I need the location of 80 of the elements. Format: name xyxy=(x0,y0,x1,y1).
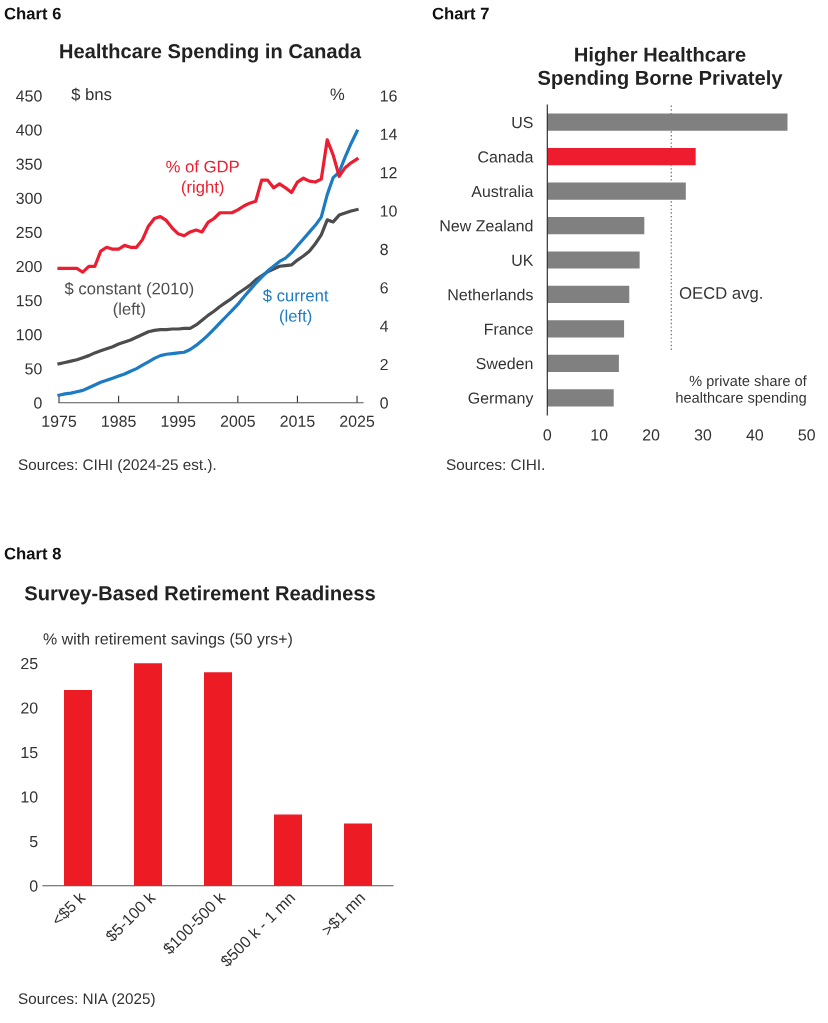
caption: Chart 7 xyxy=(432,7,489,20)
y-tick-label: New Zealand xyxy=(440,219,533,232)
bar xyxy=(344,823,372,886)
y2-tick-label: 14 xyxy=(380,128,397,140)
y2-tick-label: 8 xyxy=(380,243,388,256)
series-label: $ constant (2010) (left) xyxy=(64,281,194,319)
source-note: Sources: NIA (2025) xyxy=(18,992,155,1008)
x-tick-label: 40 xyxy=(746,429,764,441)
y-tick-label: 0 xyxy=(29,880,38,892)
y2-tick-label: 0 xyxy=(380,397,388,409)
x-tick-label: 2015 xyxy=(280,415,315,427)
line-series xyxy=(57,129,359,397)
x-tick-label: 1975 xyxy=(42,415,77,427)
line-series xyxy=(57,208,359,366)
x-tick-label: 20 xyxy=(642,429,660,441)
y-tick-label: Canada xyxy=(478,150,534,163)
y-tick-label: 200 xyxy=(16,260,42,273)
bar xyxy=(274,814,302,886)
bar xyxy=(547,389,614,407)
x-tick-label: >$1 mn xyxy=(320,891,367,937)
series-label: $ current (left) xyxy=(262,288,329,326)
y2-tick-label: 6 xyxy=(380,282,388,294)
annotation: % private share of healthcare spending xyxy=(676,375,807,406)
chart-title: Higher Healthcare Spending Borne Privately xyxy=(538,46,783,90)
y-tick-label: Netherlands xyxy=(448,288,533,301)
y2-tick-label: 12 xyxy=(380,167,397,179)
y-tick-label: 250 xyxy=(16,226,42,239)
y2-axis-title: % xyxy=(330,88,345,101)
y-tick-label: Australia xyxy=(471,185,534,198)
y-tick-label: France xyxy=(485,323,533,335)
y-tick-label: 0 xyxy=(34,397,42,409)
caption: Chart 8 xyxy=(4,547,61,560)
y-tick-label: 20 xyxy=(21,702,38,714)
y2-tick-label: 10 xyxy=(380,205,397,217)
y-tick-label: 15 xyxy=(21,747,38,759)
source-note: Sources: CIHI (2024-25 est.). xyxy=(18,458,216,474)
ref-line-label: OECD avg. xyxy=(679,287,762,303)
y-tick-label: 10 xyxy=(21,791,38,803)
y-tick-label: 300 xyxy=(16,192,42,204)
y-tick-label: 50 xyxy=(25,363,42,375)
caption: Chart 6 xyxy=(4,7,61,20)
x-tick-label: <$5 k xyxy=(50,890,87,927)
x-tick-label: 2005 xyxy=(220,415,255,427)
chart-title: Survey-Based Retirement Readiness xyxy=(24,585,375,605)
y-tick-label: Germany xyxy=(468,392,534,407)
source-note: Sources: CIHI. xyxy=(446,459,544,471)
y-tick-label: 5 xyxy=(29,836,38,848)
y-axis-title: % with retirement savings (50 yrs+) xyxy=(43,632,292,648)
y-tick-label: 150 xyxy=(16,295,42,307)
bar xyxy=(547,251,640,269)
bar xyxy=(547,216,645,235)
x-tick-label: 10 xyxy=(591,429,608,441)
x-tick-label: 30 xyxy=(694,429,712,441)
y-tick-label: UK xyxy=(512,254,534,266)
bar xyxy=(547,148,696,166)
y-tick-label: 100 xyxy=(16,329,42,341)
chart-title: Healthcare Spending in Canada xyxy=(60,43,362,63)
bar xyxy=(547,285,630,304)
y-tick-label: Sweden xyxy=(476,357,533,370)
bar xyxy=(204,672,232,886)
x-tick-label: 1995 xyxy=(161,415,196,427)
x-tick-label: 50 xyxy=(798,429,815,441)
y-tick-label: 450 xyxy=(16,90,42,102)
y-tick-label: US xyxy=(512,116,533,129)
bar xyxy=(64,689,92,886)
x-tick-label: 0 xyxy=(543,429,552,441)
y-axis-title: $ bns xyxy=(71,87,112,102)
y-tick-label: 400 xyxy=(16,124,42,136)
y2-tick-label: 4 xyxy=(380,320,389,332)
y2-tick-label: 2 xyxy=(380,358,388,371)
y-tick-label: 350 xyxy=(16,158,42,170)
bar xyxy=(134,663,162,886)
line-series xyxy=(57,138,359,274)
series-label: % of GDP (right) xyxy=(166,160,239,197)
y-tick-label: 25 xyxy=(21,657,38,670)
bar xyxy=(547,354,619,372)
x-tick-label: 1985 xyxy=(102,415,136,427)
bar xyxy=(547,320,625,338)
x-tick-label: 2025 xyxy=(340,415,375,427)
y2-tick-label: 16 xyxy=(380,90,397,102)
